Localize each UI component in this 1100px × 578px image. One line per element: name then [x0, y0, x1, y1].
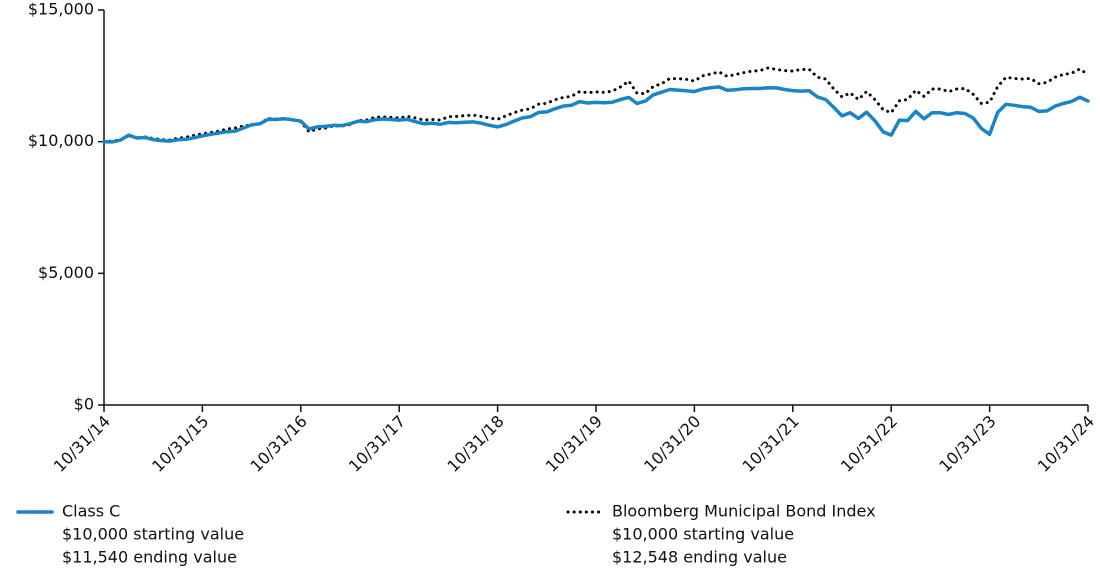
- y-tick-label: $10,000: [28, 131, 94, 150]
- legend-label: Class C: [62, 502, 120, 521]
- x-tick-label: 10/31/21: [739, 412, 803, 476]
- series-line: [102, 85, 1090, 144]
- y-tick-label: $15,000: [28, 0, 94, 19]
- series-line: [102, 66, 1090, 144]
- x-tick-label: 10/31/19: [542, 412, 606, 476]
- x-tick-label: 10/31/17: [345, 412, 409, 476]
- legend-end: $11,540 ending value: [62, 548, 237, 567]
- x-tick-label: 10/31/22: [837, 412, 901, 476]
- x-tick-label: 10/31/20: [640, 412, 704, 476]
- y-tick-label: $0: [74, 395, 94, 414]
- legend-label: Bloomberg Municipal Bond Index: [612, 502, 876, 521]
- x-tick-label: 10/31/18: [443, 412, 507, 476]
- legend-start: $10,000 starting value: [612, 525, 794, 544]
- legend-end: $12,548 ending value: [612, 548, 787, 567]
- legend-start: $10,000 starting value: [62, 525, 244, 544]
- x-tick-label: 10/31/23: [935, 412, 999, 476]
- x-tick-label: 10/31/14: [50, 412, 114, 476]
- x-tick-label: 10/31/15: [148, 412, 212, 476]
- x-tick-label: 10/31/16: [247, 412, 311, 476]
- x-tick-label: 10/31/24: [1034, 412, 1098, 476]
- y-tick-label: $5,000: [38, 263, 94, 282]
